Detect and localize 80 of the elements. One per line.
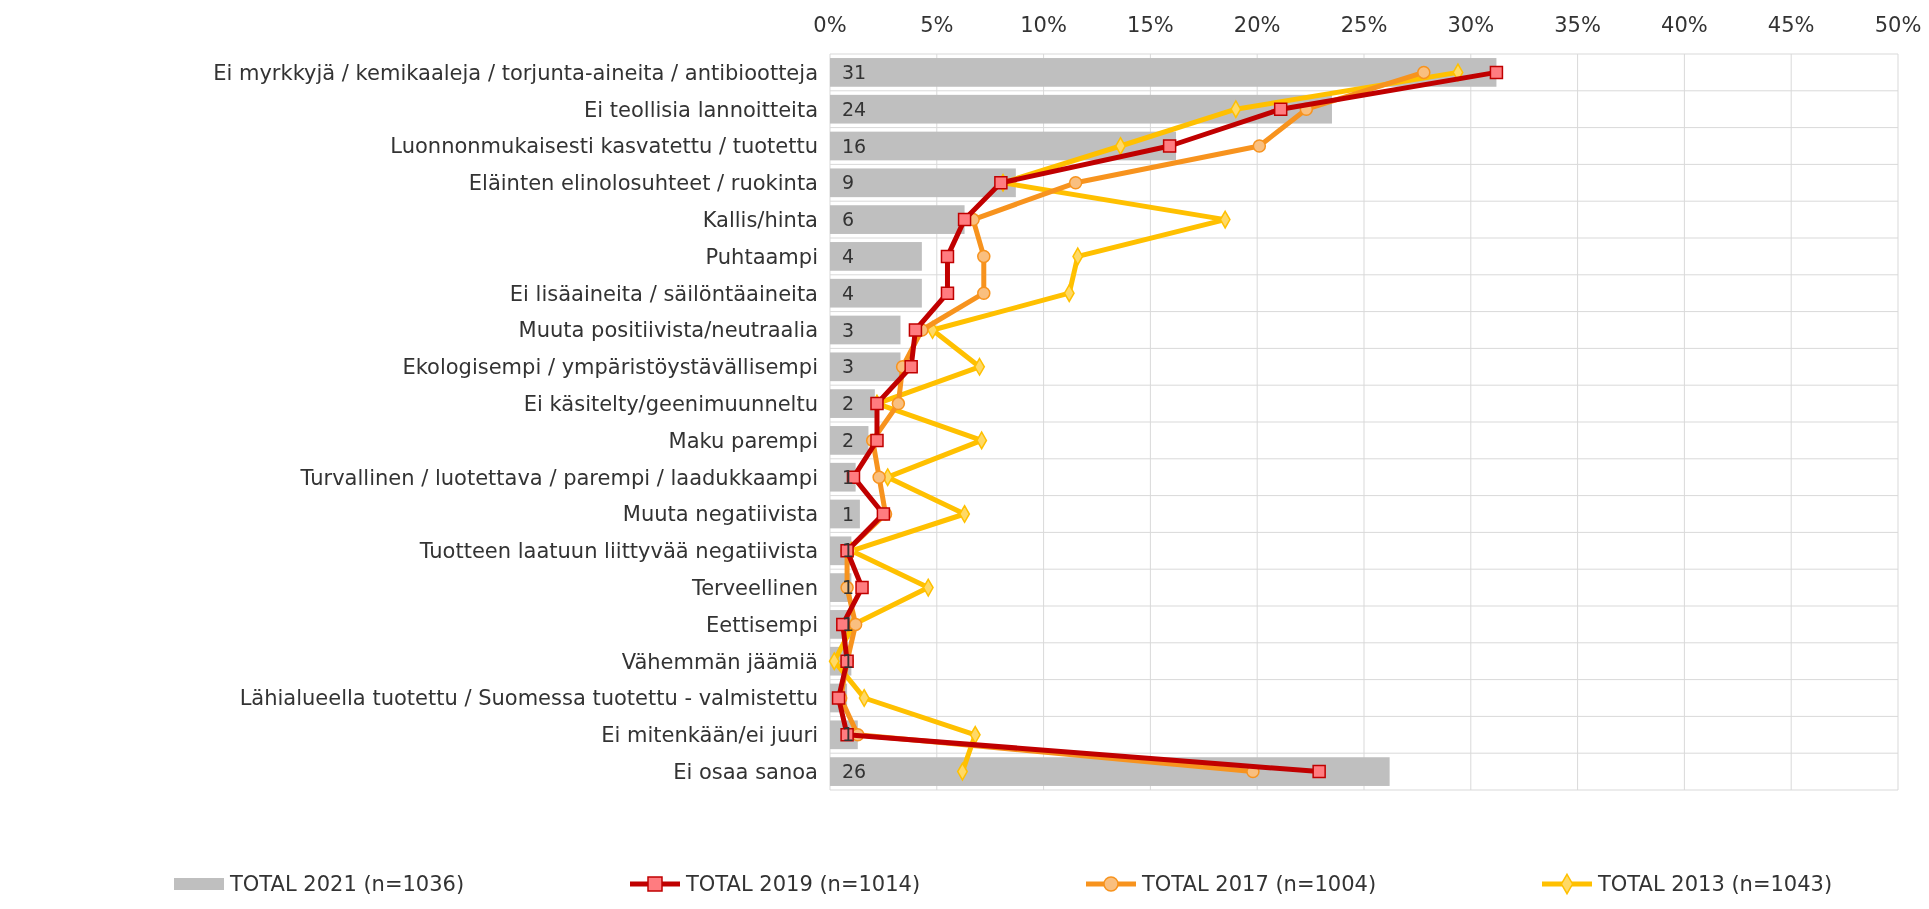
y-tick-label: Turvallinen / luotettava / parempi / laadukkaampi: [299, 465, 818, 490]
bar: [830, 426, 869, 455]
point: [1068, 176, 1083, 190]
point: [977, 249, 991, 264]
data-label: 1: [842, 539, 855, 562]
y-tick-label: Ei teollisia lannoitteita: [584, 97, 818, 122]
point: [1162, 139, 1177, 153]
bar: [830, 315, 901, 345]
data-label: 24: [842, 97, 867, 120]
x-tick-label: 20%: [1233, 13, 1281, 37]
x-tick-label: 15%: [1127, 13, 1174, 37]
point: [977, 286, 991, 300]
data-label: 3: [842, 355, 855, 378]
bar: [830, 58, 1497, 87]
bar: [830, 278, 922, 308]
y-tick-label: Lähialueella tuotettu / Suomessa tuotettu - valmistettu: [239, 686, 818, 711]
data-label: 26: [842, 760, 867, 783]
data-label: 1: [842, 723, 855, 746]
bar: [830, 389, 875, 418]
bar: [830, 242, 922, 271]
point: [1252, 139, 1267, 153]
point: [1417, 65, 1431, 80]
y-tick-label: Ei myrkkyjä / kemikaaleja / torjunta-aineita / antibiootteja: [213, 60, 818, 85]
data-label: 4: [842, 245, 855, 268]
point: [870, 433, 884, 448]
data-label: 6: [842, 208, 855, 231]
point: [904, 360, 918, 374]
point: [957, 212, 972, 227]
x-tick-label: 10%: [1020, 13, 1067, 37]
y-tick-label: Ei lisäaineita / säilöntäaineita: [509, 281, 818, 306]
y-tick-label: Kallis/hinta: [702, 207, 818, 232]
legend-label: TOTAL 2019 (n=1014): [685, 872, 921, 897]
data-label: 1: [842, 576, 855, 599]
bar: [830, 205, 965, 234]
data-label: 16: [842, 134, 867, 157]
y-tick-label: Muuta negatiivista: [622, 502, 818, 527]
point: [940, 249, 955, 264]
data-label: 1: [842, 649, 855, 672]
point: [891, 396, 906, 411]
y-tick-label: Terveellinen: [690, 575, 818, 600]
point: [908, 323, 923, 337]
x-tick-label: 50%: [1874, 13, 1922, 37]
y-tick-label: Maku parempi: [668, 428, 818, 453]
point: [1273, 102, 1288, 116]
legend-label: TOTAL 2021 (n=1036): [229, 872, 465, 897]
legend-label: TOTAL 2017 (n=1004): [1141, 872, 1377, 897]
x-tick-label: 5%: [920, 13, 954, 37]
data-label: 2: [842, 392, 855, 415]
point: [872, 470, 886, 484]
y-tick-label: Vähemmän jäämiä: [621, 649, 818, 674]
y-tick-label: Luonnonmukaisesti kasvatettu / tuotettu: [390, 134, 818, 159]
x-tick-label: 40%: [1661, 13, 1708, 37]
x-tick-label: 25%: [1340, 13, 1388, 37]
x-tick-label: 45%: [1767, 13, 1815, 37]
bar: [830, 499, 860, 529]
y-tick-label: Eläinten elinolosuhteet / ruokinta: [468, 171, 818, 196]
y-tick-label: Ei osaa sanoa: [673, 759, 818, 784]
y-tick-label: Tuotteen laatuun liittyvää negatiivista: [418, 539, 818, 564]
y-tick-label: Ei mitenkään/ei juuri: [601, 723, 818, 748]
point: [855, 580, 869, 595]
data-label: 1: [842, 502, 855, 525]
x-tick-label: 0%: [813, 13, 847, 37]
x-tick-label: 35%: [1554, 13, 1601, 37]
legend-label: TOTAL 2013 (n=1043): [1597, 872, 1833, 897]
y-tick-label: Ei käsitelty/geenimuunneltu: [523, 391, 818, 416]
data-label: 3: [842, 318, 855, 341]
data-label: 2: [842, 429, 855, 452]
point: [940, 286, 955, 300]
data-label: 4: [842, 281, 855, 304]
y-tick-label: Muuta positiivista/neutraalia: [518, 318, 818, 343]
y-tick-label: Puhtaampi: [705, 244, 818, 269]
bar: [830, 352, 901, 382]
y-tick-label: Ekologisempi / ympäristöystävällisempi: [402, 355, 818, 380]
data-label: 31: [842, 61, 867, 84]
point: [1312, 764, 1326, 779]
bar: [830, 168, 1016, 198]
point: [1489, 65, 1504, 80]
y-tick-label: Eettisempi: [706, 612, 818, 637]
data-label: 9: [842, 171, 855, 194]
x-tick-label: 30%: [1447, 13, 1495, 37]
